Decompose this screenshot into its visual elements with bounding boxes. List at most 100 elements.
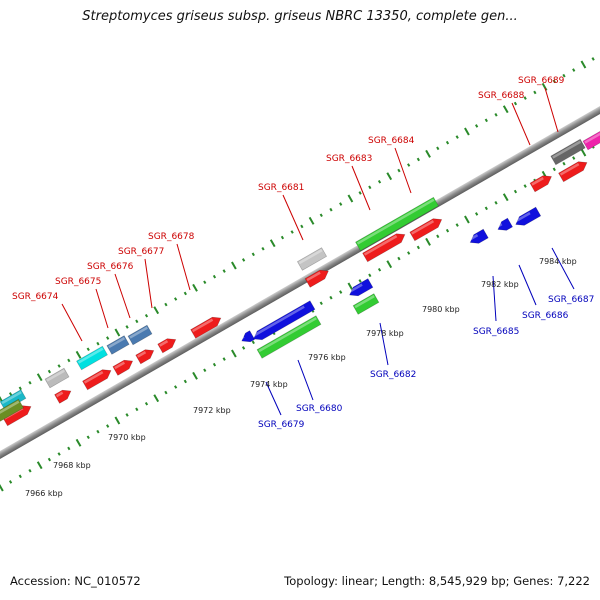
upper-track-dot — [308, 216, 315, 225]
upper-track-dot — [212, 274, 217, 279]
gene-label[interactable]: SGR_6686 — [522, 311, 569, 321]
scale-tick-label: 7984 kbp — [539, 257, 577, 266]
scale-track-dot — [36, 461, 43, 470]
gene-feature[interactable] — [157, 335, 179, 354]
upper-track-dot — [502, 105, 509, 114]
gene-feature[interactable] — [54, 387, 74, 404]
scale-track-dot — [368, 273, 372, 278]
gene-feature[interactable] — [513, 206, 542, 229]
scale-track-dot — [114, 416, 121, 425]
gene-feature[interactable] — [256, 315, 322, 359]
gene-feature[interactable] — [0, 398, 24, 424]
gene-feature[interactable] — [106, 335, 130, 355]
scale-track-dot — [416, 245, 420, 250]
upper-track-dot — [533, 90, 537, 95]
gene-feature[interactable] — [495, 217, 513, 234]
gene-feature[interactable] — [296, 247, 328, 271]
scale-track-dot — [562, 161, 566, 166]
scale-track-dot — [580, 148, 587, 157]
gene-label[interactable]: SGR_6685 — [473, 327, 519, 337]
upper-track-dot — [562, 73, 566, 78]
upper-track-dot — [222, 269, 226, 273]
scale-track-dot — [144, 401, 149, 406]
gene-feature[interactable] — [558, 158, 590, 183]
gene-feature[interactable] — [529, 172, 554, 193]
gene-feature[interactable] — [127, 324, 153, 346]
upper-track-dot — [28, 380, 32, 385]
gene-label[interactable]: SGR_6676 — [87, 262, 134, 272]
gene-feature[interactable] — [0, 389, 27, 411]
upper-track-dot — [174, 297, 178, 301]
scale-tick-label: 7972 kbp — [193, 406, 231, 415]
gene-label-leader — [351, 165, 371, 211]
gene-label[interactable]: SGR_6681 — [258, 183, 304, 193]
gene-label[interactable]: SGR_6684 — [368, 136, 415, 146]
gene-label-leader — [551, 247, 575, 290]
gene-feature[interactable] — [468, 228, 489, 247]
gene-label[interactable]: SGR_6679 — [258, 420, 305, 430]
upper-track-dot — [57, 364, 61, 368]
gene-label[interactable]: SGR_6689 — [518, 76, 565, 86]
scale-track-dot — [397, 256, 401, 261]
scale-track-dot — [347, 282, 354, 291]
upper-track-dot — [125, 325, 129, 329]
gene-feature[interactable] — [550, 138, 586, 166]
gene-feature[interactable] — [352, 293, 380, 315]
upper-track-dot — [494, 112, 498, 117]
gene-feature[interactable] — [112, 357, 135, 376]
gene-feature[interactable] — [251, 300, 316, 344]
upper-track-dot — [319, 213, 323, 218]
scale-track-dot — [174, 385, 178, 389]
scale-tick-label: 7974 kbp — [250, 380, 288, 389]
gene-feature[interactable] — [582, 129, 600, 151]
gene-feature[interactable] — [409, 215, 444, 242]
gene-feature[interactable] — [355, 196, 439, 252]
gene-label[interactable]: SGR_6674 — [12, 292, 59, 302]
scale-track-dot — [329, 295, 333, 300]
gene-label[interactable]: SGR_6682 — [370, 370, 416, 380]
gene-label[interactable]: SGR_6675 — [55, 277, 101, 287]
upper-track-dot — [67, 358, 71, 363]
scale-tick-label: 7980 kbp — [422, 305, 460, 314]
upper-track-dot — [114, 328, 121, 337]
scale-track-dot — [0, 483, 4, 492]
gene-feature[interactable] — [304, 267, 331, 288]
scale-track-dot — [8, 480, 13, 484]
gene-label[interactable]: SGR_6687 — [548, 295, 594, 305]
gene-feature[interactable] — [190, 314, 224, 339]
upper-track-dot — [541, 82, 548, 91]
gene-label[interactable]: SGR_6678 — [148, 232, 195, 242]
gene-feature[interactable] — [76, 345, 108, 371]
scale-track-dot — [386, 260, 393, 269]
gene-label[interactable]: SGR_6683 — [326, 154, 372, 164]
scale-track-dot — [57, 452, 61, 456]
gene-label[interactable]: SGR_6677 — [118, 247, 164, 257]
scale-track-dot — [425, 237, 431, 246]
upper-track-dot — [407, 163, 411, 167]
scale-track-dot — [75, 438, 82, 447]
upper-track-dot — [416, 157, 420, 162]
upper-track-dot — [241, 258, 246, 262]
gene-label[interactable]: SGR_6680 — [296, 404, 343, 414]
gene-label-leader — [265, 381, 282, 416]
gene-label[interactable]: SGR_6688 — [478, 91, 525, 101]
gene-feature[interactable] — [135, 346, 157, 365]
scale-track-dot — [18, 474, 22, 479]
scale-track-dot — [319, 301, 323, 306]
gene-feature[interactable] — [362, 230, 408, 263]
scale-track-dot — [28, 468, 32, 473]
scale-track-dot — [153, 394, 160, 403]
scale-track-dot — [67, 446, 71, 451]
gene-label-leader — [114, 273, 131, 319]
gene-feature[interactable] — [239, 330, 256, 346]
gene-feature[interactable] — [82, 366, 114, 391]
gene-feature[interactable] — [347, 278, 374, 300]
upper-track-dot — [580, 60, 587, 69]
scale-track-dot — [484, 206, 488, 211]
upper-track-dot — [523, 96, 527, 100]
gene-feature[interactable] — [44, 367, 70, 389]
upper-track-dot — [192, 283, 198, 292]
scale-track-dot — [464, 215, 470, 224]
upper-track-dot — [96, 341, 100, 346]
